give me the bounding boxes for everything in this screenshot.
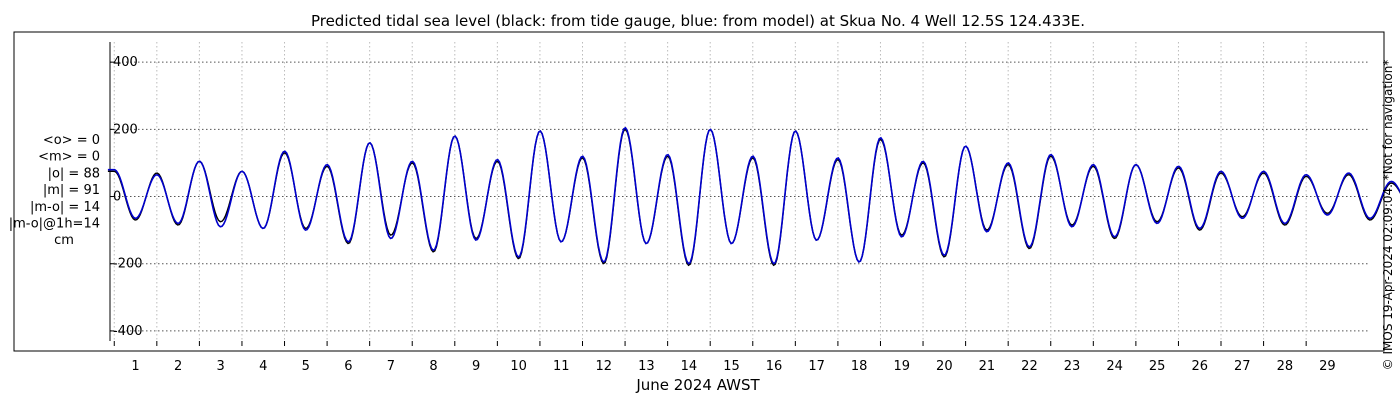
- x-tick-label: 2: [174, 359, 182, 374]
- y-tick-label: 200: [113, 122, 138, 137]
- x-tick-label: 27: [1234, 359, 1251, 374]
- x-tick-label: 28: [1277, 359, 1294, 374]
- x-tick-label: 15: [723, 359, 740, 374]
- x-tick-label: 24: [1106, 359, 1123, 374]
- x-tick-label: 6: [344, 359, 352, 374]
- x-tick-label: 11: [553, 359, 570, 374]
- x-tick-label: 18: [851, 359, 868, 374]
- x-axis-label: June 2024 AWST: [635, 376, 760, 394]
- series-layer: [107, 126, 1400, 267]
- stats-line: <m> = 0: [38, 150, 100, 165]
- stats-block: <o> = 0 <m> = 0|o| = 88 |m| = 91 |m-o| = 14…: [9, 133, 100, 248]
- y-tick-label: 400: [113, 55, 138, 70]
- y-tick-label: -200: [113, 257, 143, 272]
- x-tick-labels: 1 2 3 4 5 6 7 8 9 10 11 12 13 14 15 16 17 18 19 20 21 22 23 24 2…: [131, 359, 1335, 374]
- chart-title: Predicted tidal sea level (black: from t…: [311, 12, 1085, 30]
- stats-line: |m-o|@1h=14: [9, 217, 100, 232]
- x-tick-label: 17: [808, 359, 825, 374]
- x-tick-label: 1: [131, 359, 139, 374]
- x-tick-label: 16: [766, 359, 783, 374]
- x-tick-label: 13: [638, 359, 655, 374]
- x-tick-label: 25: [1149, 359, 1166, 374]
- x-tick-label: 7: [387, 359, 395, 374]
- x-tick-label: 26: [1191, 359, 1208, 374]
- stats-line: <o> = 0: [43, 133, 100, 148]
- y-tick-label: -400: [113, 324, 143, 339]
- x-tick-label: 9: [472, 359, 480, 374]
- x-tick-label: 5: [302, 359, 310, 374]
- x-tick-label: 19: [893, 359, 910, 374]
- series-line-tide-gauge: [107, 128, 1400, 267]
- x-tick-label: 10: [510, 359, 527, 374]
- x-tick-label: 3: [217, 359, 225, 374]
- x-tick-label: 4: [259, 359, 267, 374]
- stats-line: |m-o| = 14: [30, 200, 100, 215]
- x-tick-label: 21: [979, 359, 996, 374]
- stats-line: cm: [54, 233, 74, 248]
- axes: [109, 42, 1307, 346]
- grid: [110, 42, 1370, 341]
- credit-text: © IMOS 19-Apr-2024 02:09:04. *Not for na…: [1381, 60, 1395, 371]
- stats-line: |o| = 88: [48, 166, 100, 181]
- x-tick-label: 20: [936, 359, 953, 374]
- y-tick-label: 0: [113, 190, 121, 205]
- x-tick-label: 23: [1064, 359, 1081, 374]
- x-tick-label: 29: [1319, 359, 1336, 374]
- x-tick-label: 12: [596, 359, 613, 374]
- stats-line: |m| = 91: [43, 183, 100, 198]
- y-tick-labels: -400 -200 0 200 400: [113, 55, 143, 339]
- series-line-model: [107, 126, 1400, 265]
- x-tick-label: 8: [429, 359, 437, 374]
- x-tick-label: 14: [681, 359, 698, 374]
- x-tick-label: 22: [1021, 359, 1038, 374]
